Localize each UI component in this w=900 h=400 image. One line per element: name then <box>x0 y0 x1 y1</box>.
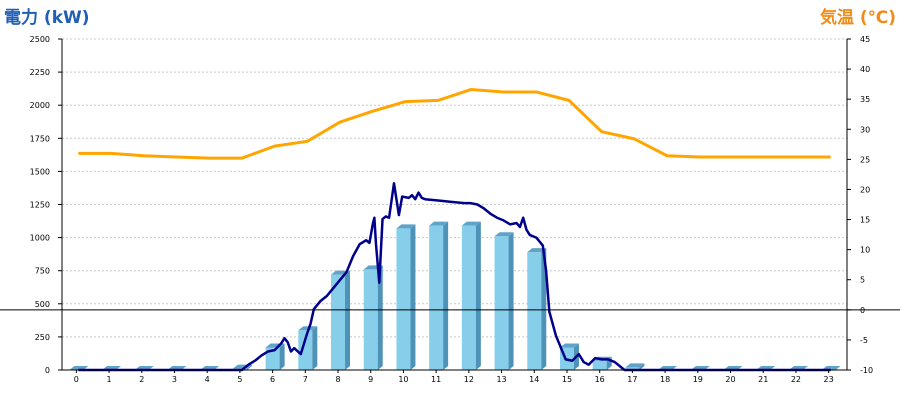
x-tick-label: 18 <box>660 375 670 384</box>
bar-front <box>461 225 476 370</box>
bar-front <box>396 228 411 370</box>
right-tick-label: 15 <box>860 216 870 225</box>
bar-side <box>443 221 449 370</box>
right-tick-label: 45 <box>860 35 870 44</box>
x-tick-label: 15 <box>562 375 572 384</box>
x-tick-label: 16 <box>595 375 605 384</box>
bar <box>625 363 645 370</box>
x-tick-label: 6 <box>270 375 275 384</box>
left-tick-label: 1750 <box>30 134 50 143</box>
right-tick-label: 25 <box>860 155 870 164</box>
bar <box>265 343 285 370</box>
x-tick-label: 12 <box>464 375 474 384</box>
bar-side <box>475 221 481 370</box>
bar-front <box>363 269 378 370</box>
x-tick-label: 0 <box>74 375 79 384</box>
x-tick-label: 10 <box>398 375 408 384</box>
bar-side <box>639 363 645 370</box>
bar-front <box>592 360 607 370</box>
bar-side <box>508 232 514 370</box>
bar-top <box>559 343 579 348</box>
temperature-line <box>78 88 831 160</box>
line-series <box>78 88 831 372</box>
right-tick-label: 10 <box>860 246 870 255</box>
bar-top <box>461 221 481 226</box>
bar-side <box>312 326 318 370</box>
bar-front <box>494 236 509 370</box>
right-axis-title: 気温 (℃) <box>819 7 896 28</box>
bar <box>461 221 481 370</box>
x-tick-label: 17 <box>627 375 637 384</box>
left-tick-label: 250 <box>35 333 50 342</box>
right-tick-label: -5 <box>860 336 868 345</box>
bar <box>429 221 449 370</box>
x-tick-label: 20 <box>725 375 735 384</box>
bar-front <box>429 225 444 370</box>
x-tick-label: 21 <box>758 375 768 384</box>
bar-front <box>625 367 640 370</box>
bar-front <box>331 274 346 370</box>
right-tick-label: 40 <box>860 65 870 74</box>
bar-side <box>377 265 383 370</box>
x-tick-label: 4 <box>205 375 210 384</box>
x-tick-label: 8 <box>335 375 340 384</box>
bar-top <box>625 363 645 368</box>
bar-side <box>345 270 351 370</box>
axes <box>0 38 900 373</box>
x-tick-label: 14 <box>529 375 539 384</box>
left-tick-label: 750 <box>35 267 50 276</box>
left-tick-label: 1000 <box>30 234 50 243</box>
bar <box>494 232 514 370</box>
left-tick-label: 2250 <box>30 68 50 77</box>
bar-front <box>298 330 313 370</box>
bar-side <box>410 224 416 370</box>
bar-top <box>429 221 449 226</box>
bar <box>396 224 416 370</box>
bar <box>363 265 383 370</box>
bar-top <box>494 232 514 237</box>
bar-front <box>527 252 542 370</box>
x-tick-label: 22 <box>791 375 801 384</box>
x-tick-label: 19 <box>693 375 703 384</box>
right-tick-label: 5 <box>860 276 865 285</box>
bar-top <box>527 248 547 253</box>
right-tick-label: 20 <box>860 185 870 194</box>
x-tick-label: 9 <box>368 375 373 384</box>
right-tick-label: 0 <box>860 306 865 315</box>
x-tick-label: 11 <box>431 375 441 384</box>
right-tick-label: -10 <box>860 366 873 375</box>
bar <box>527 248 547 370</box>
left-tick-label: 1500 <box>30 167 50 176</box>
left-tick-label: 1250 <box>30 201 50 210</box>
left-tick-label: 2000 <box>30 101 50 110</box>
x-tick-label: 7 <box>303 375 308 384</box>
left-tick-label: 500 <box>35 300 50 309</box>
bar-front <box>265 347 280 370</box>
right-tick-label: 30 <box>860 125 870 134</box>
power-line <box>78 182 831 372</box>
bar <box>331 270 351 370</box>
bar-side <box>246 364 252 370</box>
bar-top <box>396 224 416 229</box>
bar-side <box>541 248 547 370</box>
x-tick-label: 23 <box>824 375 834 384</box>
x-tick-label: 2 <box>139 375 144 384</box>
right-tick-label: 35 <box>860 95 870 104</box>
x-tick-label: 1 <box>107 375 112 384</box>
bar-side <box>279 343 285 370</box>
left-axis-title: 電力 (kW) <box>4 7 90 28</box>
x-tick-label: 13 <box>496 375 506 384</box>
bar-series <box>69 221 841 370</box>
grid <box>62 38 847 338</box>
tick-labels: 02505007501000125015001750200022502500-1… <box>30 35 873 384</box>
left-tick-label: 2500 <box>30 35 50 44</box>
x-tick-label: 3 <box>172 375 177 384</box>
left-tick-label: 0 <box>45 366 50 375</box>
x-tick-label: 5 <box>237 375 242 384</box>
